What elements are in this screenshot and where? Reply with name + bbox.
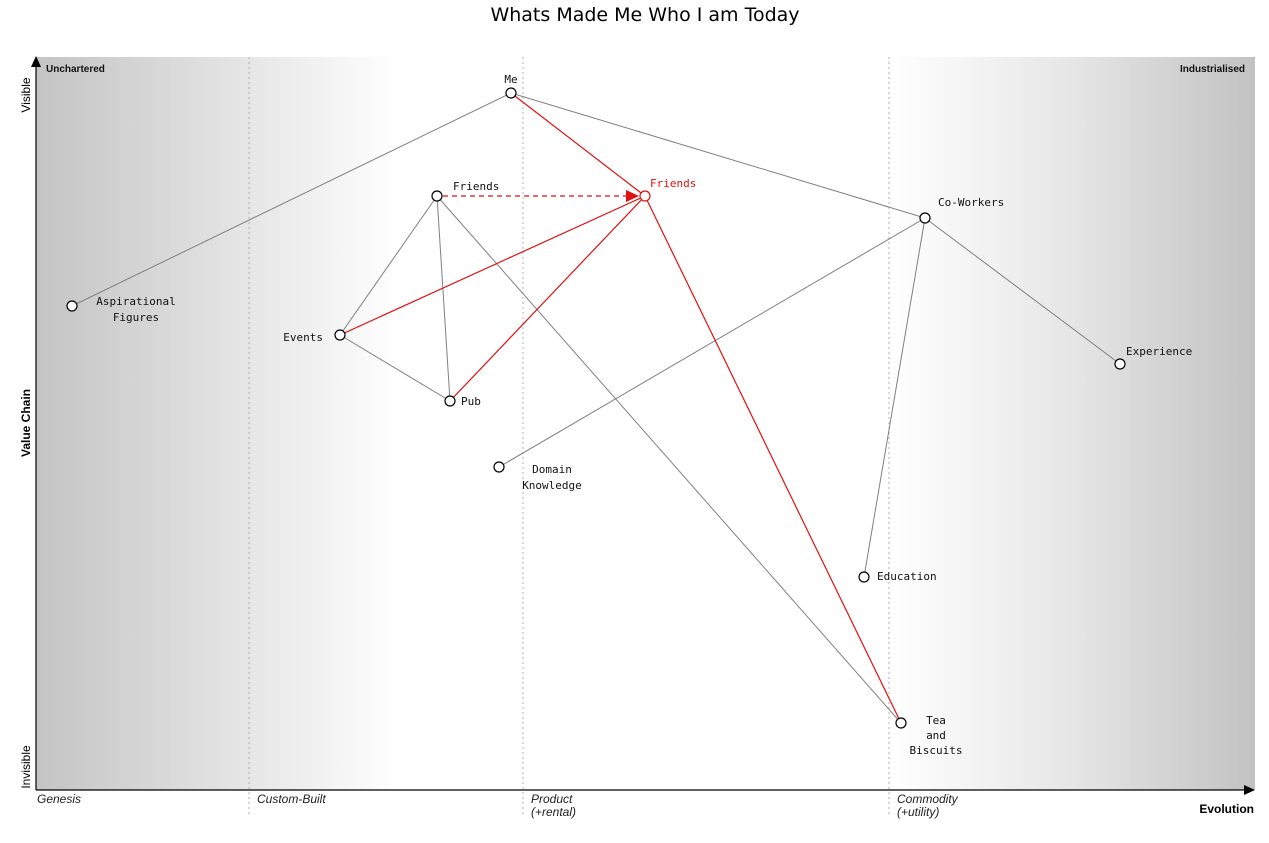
component-label: Knowledge: [522, 479, 582, 492]
component-label: Experience: [1126, 345, 1192, 358]
stage-label-product: Product: [531, 792, 573, 806]
link-me-to-aspirational-figures: [71, 92, 512, 307]
evolved-link-friends-evolved-to-tea-and-biscuits: [644, 195, 902, 724]
component-node[interactable]: [858, 571, 870, 583]
link-co-workers-to-domain-knowledge: [498, 217, 926, 468]
map-title: Whats Made Me Who I am Today: [490, 4, 799, 26]
component-experience[interactable]: Experience: [1114, 345, 1192, 370]
component-node[interactable]: [919, 212, 931, 224]
component-tea-and-biscuits[interactable]: Tea and Biscuits: [895, 714, 963, 757]
stage-label-commodity-sub: (+utility): [897, 805, 939, 819]
stage-label-product-sub: (+rental): [531, 805, 576, 819]
component-label: Pub: [461, 395, 481, 408]
component-label: Friends: [650, 177, 696, 190]
evolution-arrowhead: [626, 190, 639, 202]
y-axis-arrow: [31, 56, 41, 67]
components-layer: Me Friends Friends Co-Workers Aspirational Fi…: [66, 73, 1192, 757]
component-node[interactable]: [444, 395, 456, 407]
component-me[interactable]: Me: [504, 73, 518, 99]
x-axis-arrow: [1244, 785, 1255, 795]
component-aspirational-figures[interactable]: Aspirational Figures: [66, 295, 176, 324]
component-node[interactable]: [334, 329, 346, 341]
component-label: and: [926, 729, 946, 742]
component-co-workers[interactable]: Co-Workers: [919, 196, 1004, 224]
component-node[interactable]: [1114, 358, 1126, 370]
component-node[interactable]: [431, 190, 443, 202]
zone-label-industrialised: Industrialised: [1180, 64, 1245, 75]
component-label: Co-Workers: [938, 196, 1004, 209]
component-node[interactable]: [895, 717, 907, 729]
stage-label-genesis: Genesis: [37, 792, 81, 806]
evolved-link-events-to-friends-evolved: [339, 195, 646, 336]
component-label: Aspirational: [96, 295, 175, 308]
component-friends-evolved[interactable]: Friends: [639, 177, 696, 202]
component-pub[interactable]: Pub: [444, 395, 481, 408]
component-domain-knowledge[interactable]: Domain Knowledge: [493, 461, 582, 492]
component-label: Figures: [113, 311, 159, 324]
component-education[interactable]: Education: [858, 570, 937, 583]
component-node[interactable]: [66, 300, 78, 312]
unchartered-zone: [36, 57, 400, 790]
link-co-workers-to-experience: [924, 217, 1121, 365]
component-label: Domain: [532, 463, 572, 476]
component-label: Biscuits: [910, 744, 963, 757]
link-friends-to-events: [339, 195, 438, 336]
component-node[interactable]: [505, 87, 517, 99]
component-label: Tea: [926, 714, 946, 727]
component-label: Events: [283, 331, 323, 344]
links-layer: [71, 92, 1121, 724]
link-friends-to-pub: [436, 195, 451, 402]
component-node[interactable]: [639, 190, 651, 202]
stage-label-custom-built: Custom-Built: [257, 792, 326, 806]
x-axis-title: Evolution: [1199, 802, 1254, 816]
link-co-workers-to-education: [863, 217, 926, 578]
link-events-to-pub: [339, 334, 451, 402]
stage-label-commodity: Commodity: [897, 792, 959, 806]
industrialised-zone: [889, 57, 1255, 790]
y-axis-bottom-label: Invisible: [19, 745, 33, 789]
link-friends-to-tea-and-biscuits: [436, 195, 902, 724]
component-node[interactable]: [493, 461, 505, 473]
zone-label-unchartered: Unchartered: [46, 64, 105, 75]
evolution-layer: [443, 190, 639, 202]
evolved-link-me-to-friends-evolved: [510, 92, 646, 197]
link-me-to-co-workers: [510, 92, 926, 219]
component-events[interactable]: Events: [283, 329, 346, 344]
component-label: Education: [877, 570, 937, 583]
component-friends[interactable]: Friends: [431, 180, 499, 202]
evolved-link-pub-to-friends-evolved: [449, 195, 646, 402]
component-label: Friends: [453, 180, 499, 193]
y-axis-title: Value Chain: [19, 389, 33, 457]
y-axis-top-label: Visible: [19, 77, 33, 112]
component-label: Me: [504, 73, 517, 86]
